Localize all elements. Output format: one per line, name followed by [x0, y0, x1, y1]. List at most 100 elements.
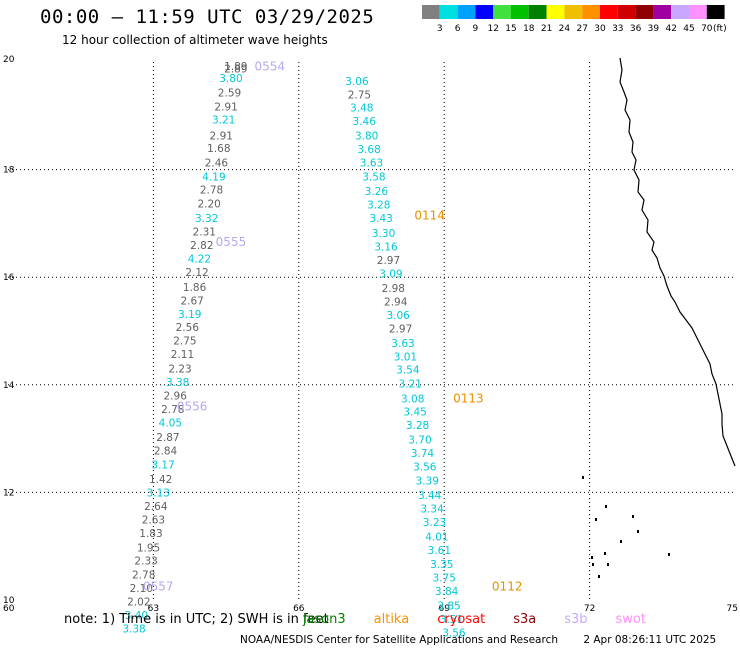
wave-height-value: 2.11	[171, 349, 194, 361]
wave-height-value: 3.16	[374, 242, 398, 254]
colorbar-swatch	[457, 5, 476, 19]
legend-item-cryosat: cryosat	[437, 612, 486, 627]
wave-height-value: 2.20	[197, 198, 220, 210]
wave-height-value: 3.40	[125, 610, 148, 622]
colorbar-swatch	[582, 5, 600, 19]
wave-height-value: 2.87	[156, 432, 179, 444]
chart-title: 00:00 – 11:59 UTC 03/29/2025	[40, 6, 375, 28]
wave-height-value: 3.45	[403, 407, 426, 419]
colorbar-swatch	[671, 5, 689, 19]
colorbar-label: 30	[594, 24, 606, 34]
wave-height-value: 4.22	[188, 253, 211, 265]
wave-height-value: 3.63	[360, 158, 383, 170]
colorbar-label: 45	[683, 24, 694, 34]
wave-height-value: 3.06	[386, 310, 410, 322]
wave-height-value: 2.91	[214, 102, 237, 114]
wave-height-value: 2.97	[377, 255, 400, 267]
colorbar-swatch	[493, 5, 511, 19]
x-tick-label: 75	[727, 604, 738, 614]
wave-height-value: 2.78	[200, 185, 223, 197]
pass-time-label: 0555	[216, 235, 247, 249]
wave-height-value: 1.95	[137, 542, 160, 554]
island-mark	[637, 530, 639, 533]
wave-height-value: 3.21	[212, 115, 235, 127]
wave-height-value: 2.91	[210, 131, 233, 143]
x-tick-label: 60	[3, 604, 15, 614]
colorbar-swatch	[528, 5, 547, 19]
wave-height-values: 1.892.893.802.592.913.212.911.682.464.19…	[122, 59, 522, 639]
coastline	[582, 57, 736, 578]
wave-height-value: 2.75	[348, 89, 371, 101]
wave-height-value: 2.94	[384, 296, 408, 308]
coastline-path	[619, 57, 736, 467]
pass-time-label: 0554	[254, 59, 285, 73]
wave-height-value: 3.28	[367, 200, 390, 212]
colorbar-label: 24	[559, 24, 571, 34]
pass-time-label: 0113	[453, 391, 484, 405]
wave-height-value: 3.56	[442, 627, 466, 639]
legend-item-swot: swot	[615, 612, 646, 627]
colorbar-label: 33	[612, 24, 623, 34]
wave-height-value: 3.13	[147, 487, 170, 499]
wave-height-value: 3.21	[399, 379, 422, 391]
colorbar-label: 18	[523, 24, 535, 34]
wave-height-value: 1.68	[207, 143, 230, 155]
wave-height-value: 2.56	[176, 322, 200, 334]
island-mark	[668, 553, 670, 556]
footer-timestamp: 2 Apr 08:26:11 UTC 2025	[583, 634, 717, 646]
note-text: note: 1) Time is in UTC; 2) SWH is in fe…	[64, 612, 329, 627]
wave-height-value: 3.30	[372, 228, 395, 240]
wave-height-value: 1.86	[183, 282, 207, 294]
colorbar-swatch	[511, 5, 529, 19]
legend-item-s3a: s3a	[513, 612, 537, 627]
colorbar-label: 9	[473, 24, 479, 34]
wave-height-value: 3.84	[435, 586, 459, 598]
island-mark	[598, 575, 600, 578]
pass-time-label: 0557	[143, 580, 174, 594]
colorbar-label: 42	[665, 24, 676, 34]
colorbar-swatch	[546, 5, 565, 19]
wave-height-value: 3.75	[433, 572, 456, 584]
wave-height-value: 2.12	[185, 267, 208, 279]
y-tick-label: 18	[3, 166, 15, 176]
legend-item-jason3: jason3	[302, 612, 346, 627]
wave-height-value: 3.48	[350, 103, 373, 115]
wave-height-value: 2.10	[130, 583, 153, 595]
y-tick-label: 12	[3, 488, 14, 498]
colorbar-swatch	[422, 5, 440, 19]
footer-agency: NOAA/NESDIS Center for Satellite Applica…	[240, 634, 558, 646]
wave-height-value: 3.32	[195, 213, 218, 225]
colorbar-label: 21	[541, 24, 552, 34]
wave-height-value: 2.63	[142, 514, 165, 526]
pass-time-label: 0556	[177, 399, 208, 413]
wave-height-value: 1.83	[139, 528, 162, 540]
wave-height-value: 3.61	[428, 545, 451, 557]
wave-height-value: 3.39	[416, 476, 439, 488]
wave-height-value: 3.19	[178, 309, 201, 321]
y-tick-label: 20	[3, 55, 15, 65]
wave-height-value: 3.17	[151, 459, 174, 471]
colorbar-label: 70	[701, 24, 713, 34]
wave-height-value: 3.43	[369, 213, 392, 225]
legend-item-altika: altika	[373, 612, 410, 627]
wave-height-value: 3.70	[408, 435, 431, 447]
wave-height-value: 2.31	[193, 226, 216, 238]
wave-height-value: 3.35	[430, 559, 453, 571]
wave-height-value: 3.09	[379, 268, 402, 280]
island-mark	[604, 552, 606, 555]
wave-height-value: 3.56	[413, 462, 437, 474]
wave-height-value: 2.97	[389, 323, 412, 335]
wave-height-value: 2.64	[144, 501, 168, 513]
wave-height-value: 3.80	[355, 131, 378, 143]
colorbar-label: 15	[505, 24, 516, 34]
wave-height-value: 2.82	[190, 240, 213, 252]
island-mark	[591, 556, 593, 559]
y-tick-label: 16	[3, 273, 15, 283]
colorbar-label: 6	[455, 24, 461, 34]
wave-height-value: 4.05	[159, 417, 182, 429]
pass-time-label: 0114	[414, 208, 445, 222]
colorbar-swatch	[689, 5, 707, 19]
pass-time-label: 0112	[492, 580, 523, 594]
colorbar-unit: (ft)	[713, 24, 727, 34]
wave-height-value: 3.46	[353, 116, 377, 128]
